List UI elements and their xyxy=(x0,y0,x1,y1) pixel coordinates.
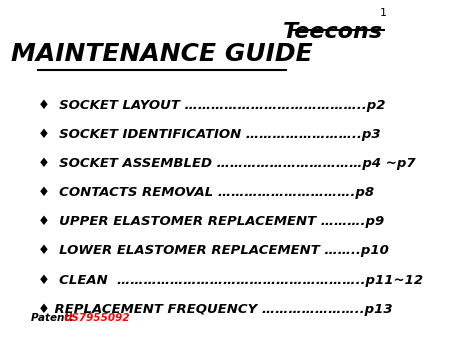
Text: ♦  SOCKET LAYOUT …………………………………..p2: ♦ SOCKET LAYOUT …………………………………..p2 xyxy=(39,99,386,112)
Text: ♦ REPLACEMENT FREQUENCY …………………..p13: ♦ REPLACEMENT FREQUENCY …………………..p13 xyxy=(39,303,393,316)
Text: MAINTENANCE GUIDE: MAINTENANCE GUIDE xyxy=(11,42,313,66)
Text: ♦  SOCKET IDENTIFICATION ……………………..p3: ♦ SOCKET IDENTIFICATION ……………………..p3 xyxy=(39,128,381,141)
Text: ♦  CLEAN  ………………………………………………..p11~12: ♦ CLEAN ………………………………………………..p11~12 xyxy=(39,273,423,287)
Text: ♦  CONTACTS REMOVAL ………………………….p8: ♦ CONTACTS REMOVAL ………………………….p8 xyxy=(39,186,374,199)
Text: ♦  LOWER ELASTOMER REPLACEMENT ……..p10: ♦ LOWER ELASTOMER REPLACEMENT ……..p10 xyxy=(39,244,389,258)
Text: ♦  SOCKET ASSEMBLED ……………………………p4 ~p7: ♦ SOCKET ASSEMBLED ……………………………p4 ~p7 xyxy=(39,157,416,170)
Text: Patent:: Patent: xyxy=(31,313,77,323)
Text: Teecons: Teecons xyxy=(284,22,383,42)
Text: ♦  UPPER ELASTOMER REPLACEMENT ……….p9: ♦ UPPER ELASTOMER REPLACEMENT ……….p9 xyxy=(39,215,385,228)
Text: 1: 1 xyxy=(380,8,387,18)
Text: US7955092: US7955092 xyxy=(63,313,130,323)
